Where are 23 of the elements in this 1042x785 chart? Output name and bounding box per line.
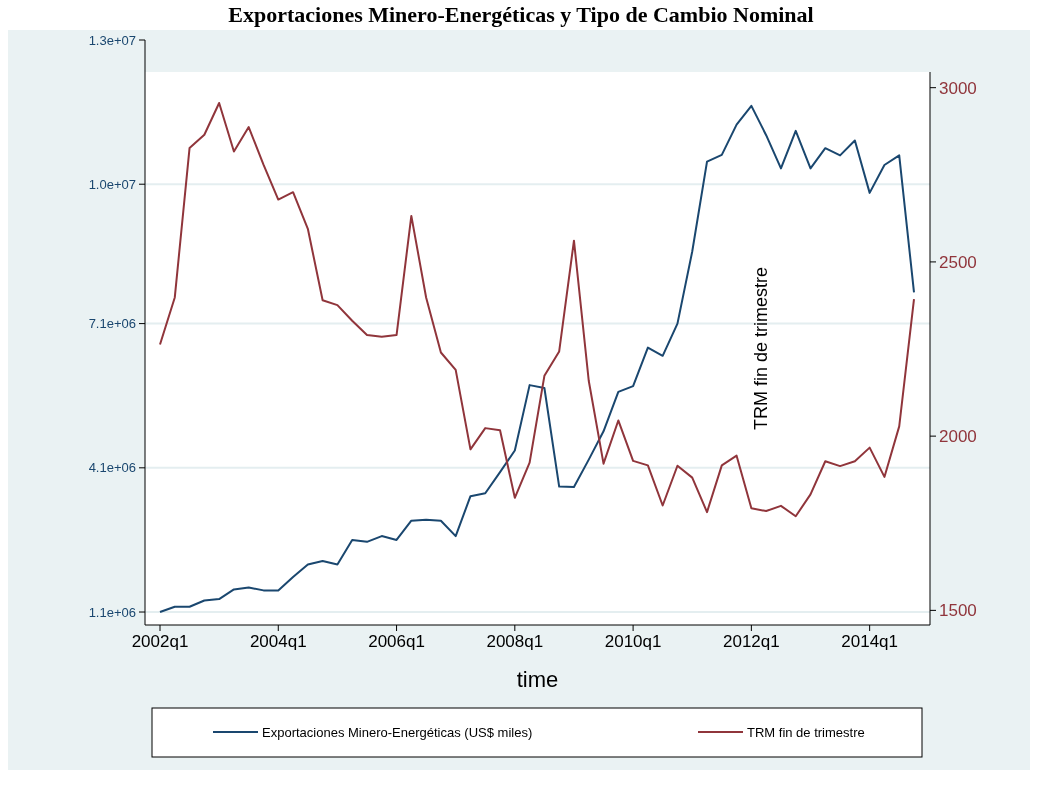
- line-series: [159, 104, 915, 614]
- x-tick-label: 2006q1: [368, 632, 425, 651]
- x-tick-label: 2004q1: [249, 632, 307, 651]
- x-tick-label: 2012q1: [723, 632, 780, 651]
- y-tick-label: 1.1e+06: [88, 604, 136, 620]
- y-tick-label: 1.0e+07: [88, 176, 136, 192]
- y2-tick-label: 3000: [939, 78, 977, 98]
- x-tick-label: 2010q1: [604, 632, 662, 651]
- legend-label: Exportaciones Minero-Energéticas (US$ miles): [262, 724, 533, 740]
- y-tick-label: 1.3e+07: [88, 32, 136, 48]
- x-tick-label: 2008q1: [486, 632, 544, 651]
- x-axis-title: time: [516, 667, 559, 692]
- y-tick-label: 4.1e+06: [88, 460, 136, 476]
- y2-axis-title: TRM fin de trimestre: [751, 266, 771, 431]
- chart-title: Exportaciones Minero-Energéticas y Tipo de Cambio Nominal: [228, 2, 814, 27]
- y2-tick-label: 2500: [939, 252, 977, 272]
- legend-label: TRM fin de trimestre: [747, 724, 865, 740]
- y2-tick-label: 1500: [939, 601, 977, 621]
- y-tick-label: 7.1e+06: [88, 316, 136, 332]
- y2-tick-label: 2000: [939, 427, 977, 447]
- x-tick-label: 2014q1: [841, 632, 899, 651]
- line-series: [159, 102, 915, 518]
- x-tick-label: 2002q1: [131, 632, 189, 651]
